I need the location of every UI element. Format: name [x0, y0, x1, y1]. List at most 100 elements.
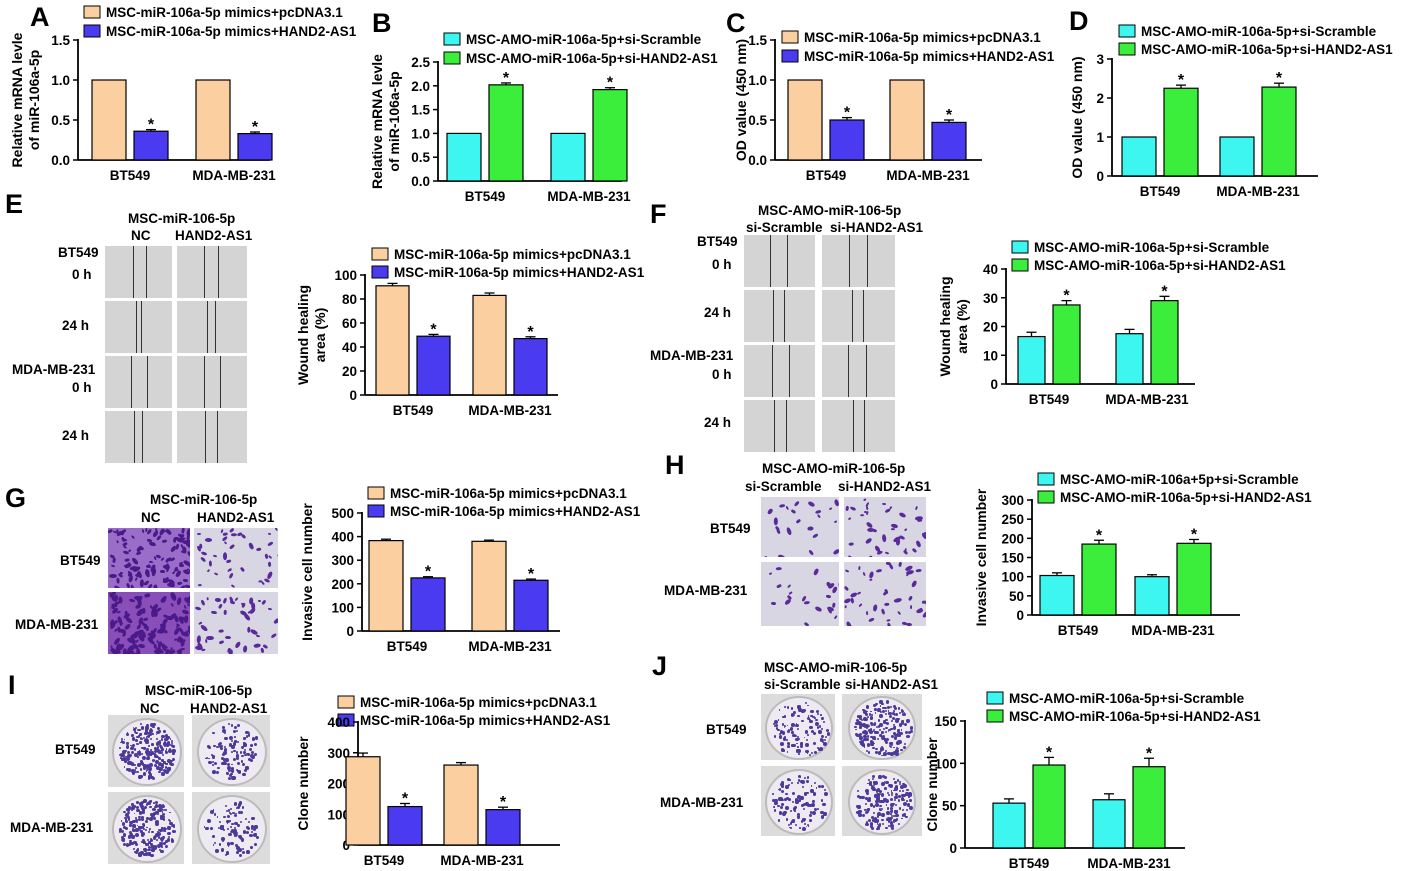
colony — [218, 843, 221, 846]
colony — [806, 779, 810, 783]
colony — [136, 849, 140, 853]
colony — [890, 827, 893, 830]
colony — [137, 817, 142, 821]
y-tick-label-g-4: 400 — [331, 530, 354, 545]
colony — [890, 743, 893, 746]
colony — [154, 806, 157, 809]
y-tick-label-j-1: 50 — [942, 799, 957, 814]
colony — [890, 803, 895, 807]
colony — [797, 735, 800, 738]
colony — [869, 713, 872, 716]
row-label-e-0h-b: 0 h — [72, 380, 92, 395]
colony — [898, 794, 902, 798]
colony — [240, 751, 243, 754]
colony — [136, 847, 139, 850]
row-label-e-24h-a: 24 h — [62, 318, 90, 333]
colony — [855, 721, 859, 725]
colony — [800, 780, 803, 784]
colony — [782, 737, 787, 741]
stained-cell — [182, 604, 187, 610]
colony — [207, 819, 212, 824]
panel-letter-a: A — [30, 2, 50, 32]
wound-image-f-bt549-scr-24h — [744, 290, 815, 342]
colony — [236, 757, 240, 761]
colony — [823, 812, 827, 816]
colony — [870, 826, 875, 831]
significance-h-0: * — [1096, 527, 1103, 544]
colony — [133, 829, 136, 833]
stained-cell — [274, 528, 278, 533]
colony — [211, 731, 215, 735]
stained-cell — [906, 623, 913, 626]
stained-cell — [847, 516, 852, 521]
y-tick-label-d-2: 2 — [1096, 91, 1104, 106]
col-label-g-hand2: HAND2-AS1 — [197, 510, 275, 525]
colony — [891, 809, 894, 812]
stained-cell — [113, 595, 117, 602]
colony — [235, 768, 239, 772]
bar-i-0-0 — [345, 756, 381, 846]
colony — [217, 766, 221, 770]
colony — [124, 813, 129, 818]
colony — [877, 825, 881, 828]
colony — [865, 808, 868, 811]
colony — [800, 742, 804, 746]
colony — [131, 806, 135, 810]
colony — [230, 826, 233, 829]
colony — [142, 772, 147, 776]
stained-cell — [272, 617, 278, 626]
colony — [807, 715, 810, 718]
stained-cell — [785, 505, 790, 511]
colony — [880, 713, 883, 716]
row-label-f-mda: MDA-MB-231 — [650, 348, 734, 363]
colony — [787, 823, 790, 826]
significance-e-1: * — [527, 324, 534, 341]
colony — [145, 819, 149, 823]
colony — [229, 736, 234, 741]
x-tick-label-i-0: BT549 — [364, 853, 405, 868]
colony — [809, 804, 812, 807]
colony — [898, 782, 901, 786]
colony — [867, 715, 870, 718]
colony — [820, 728, 823, 731]
colony — [786, 724, 789, 727]
chart-j: MSC-AMO-miR-106a-5p+si-ScrambleMSC-AMO-m… — [924, 691, 1261, 871]
colony — [781, 802, 785, 806]
colony — [908, 731, 912, 735]
legend-swatch-j-1 — [986, 709, 1004, 723]
row-label-e-24h-b: 24 h — [62, 428, 90, 443]
stained-cell — [915, 607, 924, 614]
stained-cell — [811, 532, 819, 539]
colony — [153, 749, 158, 754]
stained-cell — [857, 591, 862, 596]
colony — [165, 744, 169, 748]
colony — [797, 774, 802, 778]
colony — [798, 799, 801, 802]
colony — [822, 803, 826, 807]
colony — [238, 853, 243, 858]
colony — [885, 710, 888, 713]
col-label-f-scramble: si-Scramble — [746, 220, 823, 235]
colony — [231, 767, 234, 771]
y-tick-label-c-2: 1.0 — [748, 73, 767, 88]
colony — [146, 734, 150, 738]
colony — [142, 755, 147, 760]
colony — [889, 821, 894, 825]
stained-cell — [227, 571, 234, 579]
colony — [903, 711, 906, 714]
colony — [138, 729, 141, 732]
invasion-image-g-bt549-nc — [108, 528, 190, 588]
colony — [134, 771, 136, 773]
colony — [788, 778, 791, 781]
colony — [130, 821, 134, 824]
colony — [231, 750, 234, 753]
stained-cell — [891, 527, 896, 531]
colony — [903, 742, 907, 746]
stained-cell — [788, 591, 793, 595]
colony — [791, 731, 795, 735]
colony — [171, 829, 176, 834]
colony — [230, 763, 233, 766]
colony — [135, 850, 139, 854]
colony — [902, 789, 904, 792]
colony — [142, 766, 147, 771]
